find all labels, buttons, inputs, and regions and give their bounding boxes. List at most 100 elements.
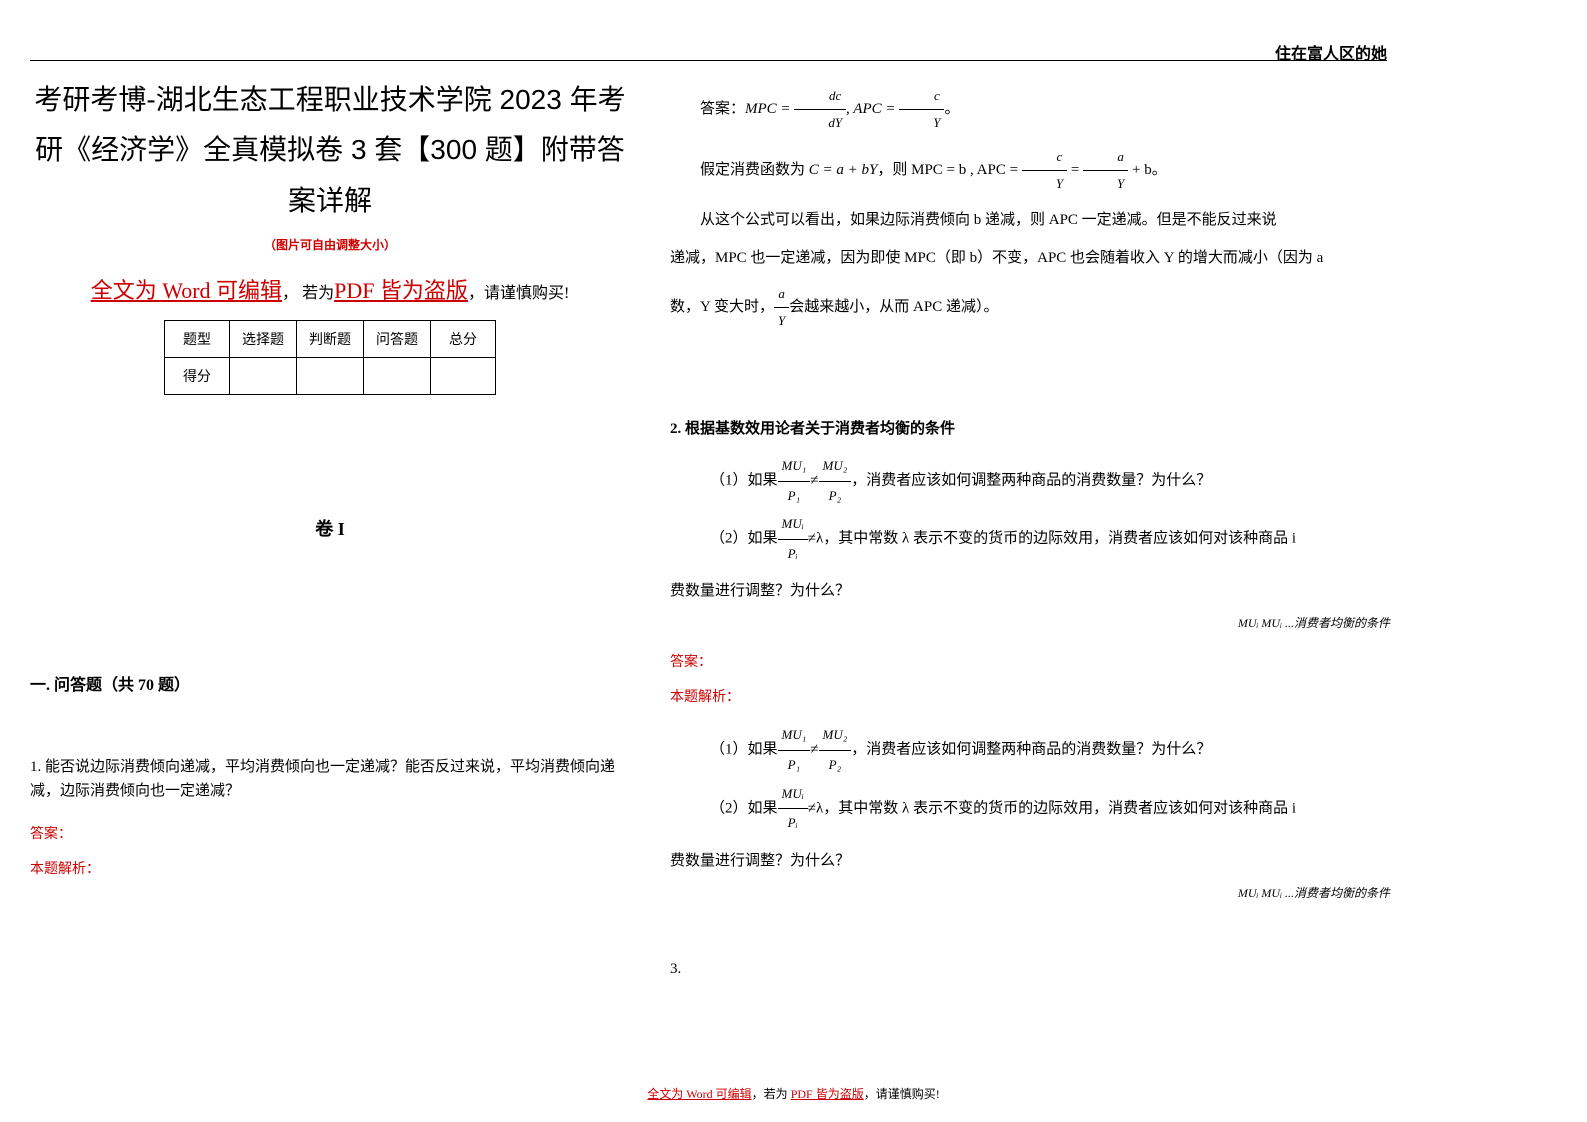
l2-c: C = a + bY [809, 162, 878, 178]
score-table: 题型 选择题 判断题 问答题 总分 得分 [164, 320, 496, 395]
frac-c-y2: cY [1022, 144, 1067, 197]
answer-para-1: 从这个公式可以看出，如果边际消费倾向 b 递减，则 APC 一定递减。但是不能反… [670, 205, 1390, 235]
as2-lambda: ≠λ，其中常数 λ 表示不变的货币的边际效用，消费者应该如何对该种商品 i [808, 800, 1296, 816]
section-heading: 一. 问答题（共 70 题） [30, 671, 630, 695]
frac-mui-pi: MUᵢPᵢ [778, 510, 808, 568]
den: Y [774, 308, 789, 334]
frac-mu1-p1: MU₁P₁ [778, 452, 811, 510]
q2-answer-label: 答案： [670, 651, 1390, 671]
l2-mid: ，则 MPC = b , APC = [877, 162, 1018, 178]
s2-pre: （2）如果 [710, 531, 778, 547]
eq: = [1067, 162, 1083, 178]
right-column: 答案：MPC = dcdY, APC = cY。 假定消费函数为 C = a +… [670, 75, 1390, 978]
answer-line-1: 答案：MPC = dcdY, APC = cY。 [670, 83, 1390, 136]
s1-pre: （1）如果 [710, 473, 778, 489]
q2-ans-sub2: （2）如果MUᵢPᵢ≠λ，其中常数 λ 表示不变的货币的边际效用，消费者应该如何… [710, 780, 1390, 838]
num: a [774, 281, 789, 308]
apc: , APC = [846, 101, 895, 117]
left-column: 考研考博-湖北生态工程职业技术学院 2023 年考研《经济学》全真模拟卷 3 套… [30, 75, 630, 878]
answer-para-2: 递减，MPC 也一定递减，因为即使 MPC（即 b）不变，APC 也会随着收入 … [670, 243, 1390, 273]
answer-line-2: 假定消费函数为 C = a + bY，则 MPC = b , APC = cY … [670, 144, 1390, 197]
pdf-pirate-text: PDF 皆为盗版 [334, 278, 468, 303]
frac-c-y: cY [899, 83, 944, 136]
as1-post: ，消费者应该如何调整两种商品的消费数量？为什么？ [851, 742, 1211, 758]
td-empty [297, 358, 364, 395]
td-empty [230, 358, 297, 395]
as2-pre: （2）如果 [710, 800, 778, 816]
question-1: 1. 能否说边际消费倾向递减，平均消费倾向也一定递减？能否反过来说，平均消费倾向… [30, 755, 630, 803]
den: Pᵢ [778, 540, 808, 569]
q2-ans-sub2-line2: 费数量进行调整？为什么？ [670, 846, 1390, 876]
td-empty [364, 358, 431, 395]
p3-post: 会越来越小，从而 APC 递减）。 [789, 299, 998, 315]
td-score-label: 得分 [165, 358, 230, 395]
den: Pᵢ [778, 809, 808, 838]
q2-sub1: （1）如果MU₁P₁≠MU₂P₂，消费者应该如何调整两种商品的消费数量？为什么？ [710, 452, 1390, 510]
num: dc [794, 83, 846, 110]
den: Y [899, 110, 944, 136]
td-empty [431, 358, 496, 395]
ans-prefix: 答案： [700, 101, 745, 117]
as1-pre: （1）如果 [710, 742, 778, 758]
frac-a-y2: aY [774, 281, 789, 334]
q2-sub2-line2: 费数量进行调整？为什么？ [670, 576, 1390, 606]
footer-sep: ，若为 [752, 1087, 791, 1101]
frac-mu2-p2-b: MU₂P₂ [819, 721, 852, 779]
th-choice: 选择题 [230, 321, 297, 358]
s2-lambda: ≠λ，其中常数 λ 表示不变的货币的边际效用，消费者应该如何对该种商品 i [808, 531, 1296, 547]
period: 。 [944, 101, 959, 117]
p3-pre: 数，Y 变大时， [670, 299, 774, 315]
question-2-block: 2. 根据基数效用论者关于消费者均衡的条件 （1）如果MU₁P₁≠MU₂P₂，消… [670, 414, 1390, 901]
s1-post: ，消费者应该如何调整两种商品的消费数量？为什么？ [851, 473, 1211, 489]
frac-mu2-p2: MU₂P₂ [819, 452, 852, 510]
den: P₁ [778, 751, 811, 780]
header-rule [30, 60, 1387, 61]
q1-analysis-label: 本题解析： [30, 858, 630, 878]
num: a [1083, 144, 1128, 171]
editable-warning: 全文为 Word 可编辑， 若为PDF 皆为盗版，请谨慎购买! [30, 273, 630, 305]
num: c [1022, 144, 1067, 171]
den: Y [1083, 171, 1128, 197]
table-score-row: 得分 [165, 358, 496, 395]
frac-a-y: aY [1083, 144, 1128, 197]
th-judge: 判断题 [297, 321, 364, 358]
q2-ans-cutoff: MUᵢ MUᵢ ...消费者均衡的条件 [670, 884, 1390, 901]
num: MU₁ [778, 721, 811, 751]
den: P₁ [778, 482, 811, 511]
q2-cutoff: MUᵢ MUᵢ ...消费者均衡的条件 [670, 614, 1390, 631]
footer-word: 全文为 Word 可编辑 [647, 1087, 751, 1101]
q2-sub2: （2）如果MUᵢPᵢ≠λ，其中常数 λ 表示不变的货币的边际效用，消费者应该如何… [710, 510, 1390, 568]
image-adjust-note: （图片可自由调整大小） [30, 236, 630, 253]
den: dY [794, 110, 846, 136]
l2-pre: 假定消费函数为 [700, 162, 809, 178]
q2-ans-sub1: （1）如果MU₁P₁≠MU₂P₂，消费者应该如何调整两种商品的消费数量？为什么？ [710, 721, 1390, 779]
neq: ≠ [810, 473, 818, 489]
sep: ， [282, 285, 298, 302]
page-footer: 全文为 Word 可编辑，若为 PDF 皆为盗版，请谨慎购买! [0, 1085, 1587, 1102]
num: MUᵢ [778, 510, 808, 540]
num: MU₁ [778, 452, 811, 482]
if-text: 若为 [302, 285, 334, 302]
neq2: ≠ [810, 742, 818, 758]
volume-heading: 卷 I [30, 515, 630, 541]
footer-suffix: ，请谨慎购买! [864, 1087, 940, 1101]
caution-text: ，请谨慎购买! [468, 285, 569, 302]
num: c [899, 83, 944, 110]
den: P₂ [819, 482, 852, 511]
th-total: 总分 [431, 321, 496, 358]
frac-dc-dy: dcdY [794, 83, 846, 136]
den: Y [1022, 171, 1067, 197]
document-title: 考研考博-湖北生态工程职业技术学院 2023 年考研《经济学》全真模拟卷 3 套… [30, 75, 630, 226]
q2-analysis-label: 本题解析： [670, 686, 1390, 706]
num: MUᵢ [778, 780, 808, 810]
mpc: MPC = [745, 101, 791, 117]
th-answer: 问答题 [364, 321, 431, 358]
table-header-row: 题型 选择题 判断题 问答题 总分 [165, 321, 496, 358]
plus-b: + b。 [1128, 162, 1166, 178]
num: MU₂ [819, 721, 852, 751]
frac-mui-pi-b: MUᵢPᵢ [778, 780, 808, 838]
den: P₂ [819, 751, 852, 780]
frac-mu1-p1-b: MU₁P₁ [778, 721, 811, 779]
word-editable-text: 全文为 Word 可编辑 [91, 278, 282, 303]
q2-title: 2. 根据基数效用论者关于消费者均衡的条件 [670, 414, 1390, 444]
